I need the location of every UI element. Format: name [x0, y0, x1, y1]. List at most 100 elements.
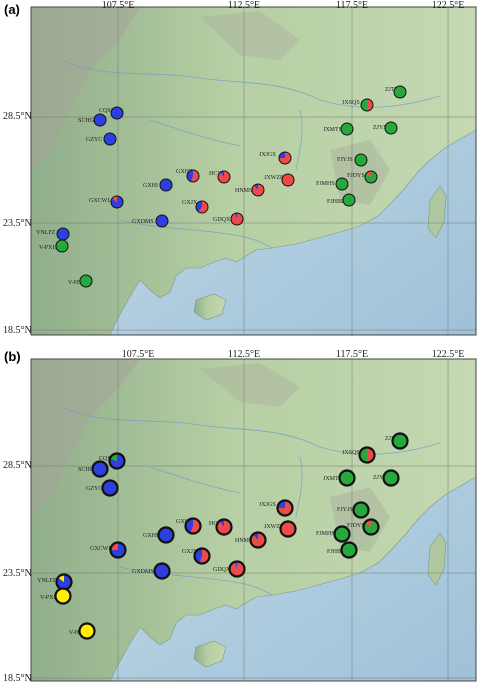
site-marker-jxmts: JXMTS	[323, 122, 354, 136]
pie-slice-green	[55, 239, 69, 253]
site-marker-jxsqs: JXSQS	[342, 98, 374, 112]
site-marker-fjyjs: FJYJS	[337, 153, 368, 167]
site-label: GZYC	[86, 137, 102, 143]
site-marker-gxcwls: GXCWLS	[90, 541, 127, 559]
lon-label-112-5: 112.5°E	[227, 349, 261, 360]
site-marker-schgx: SCHGX	[78, 460, 109, 478]
site-label: SCHGX	[78, 118, 99, 124]
site-label: JXMTS	[323, 127, 342, 133]
lon-label-107-5: 107.5°E	[101, 0, 135, 11]
pie-outline	[358, 446, 376, 464]
site-marker-zjys: ZJYS	[373, 469, 400, 487]
site-marker-jxwzf: JXWZF	[264, 173, 295, 187]
pie-slice-red	[216, 519, 232, 535]
site-label: GXJX	[182, 549, 198, 555]
site-label: ZJYS	[373, 125, 387, 131]
pie-slice-blue	[159, 178, 173, 192]
site-marker-zjys: ZJYS	[373, 121, 398, 135]
site-label: HNMS	[235, 538, 252, 544]
site-marker-jxjgs: JXJGS	[259, 151, 292, 165]
lon-label-117-5: 117.5°E	[335, 349, 369, 360]
site-label: GXJX	[182, 200, 198, 206]
pie-slice-blue	[56, 227, 70, 241]
pie-slice-blue	[234, 561, 237, 569]
pie-slice-blue	[187, 170, 193, 182]
pie-slice-red	[281, 173, 295, 187]
pie-slice-green	[391, 432, 409, 450]
site-marker-fjhbl: FJHBL	[327, 541, 358, 559]
site-marker-cqsxs: CQSXS	[99, 452, 126, 470]
site-marker-fjmhs: FJMHS	[316, 525, 351, 543]
site-label: JXMTS	[323, 476, 342, 482]
site-marker-gxjx: GXJX	[182, 200, 209, 214]
lon-label-112-5: 112.5°E	[227, 0, 261, 11]
pie-slice-red	[229, 561, 245, 577]
site-label: GXHI	[143, 533, 158, 539]
site-marker-fjdys: FJDYS	[347, 518, 380, 536]
site-label: JXJGS	[259, 502, 276, 508]
site-label: GXHP	[176, 519, 193, 525]
site-label: GXDMS	[132, 219, 154, 225]
site-label: FJMHS	[316, 531, 335, 537]
pie-slice-red	[110, 542, 118, 550]
site-label: JXWZF	[264, 175, 284, 181]
site-label: FJDYS	[347, 523, 365, 529]
site-label: CQSXS	[99, 108, 118, 114]
pie-outline	[109, 541, 127, 559]
site-marker-gxhi: GXHI	[143, 178, 173, 192]
pie-slice-blue	[157, 526, 175, 544]
pie-slice-red	[367, 99, 373, 111]
site-marker-gxhp: GXHP	[176, 169, 200, 183]
pie-slice-green	[352, 501, 370, 519]
lon-label-122-5: 122.5°E	[431, 349, 465, 360]
site-marker-zjtd: ZJTD	[385, 85, 407, 99]
pie-slice-red	[198, 201, 208, 213]
lat-label-23-5: 23.5°N	[3, 568, 32, 579]
pie-slice-blue	[110, 106, 124, 120]
site-label: HCY	[209, 521, 222, 527]
pie-slice-blue	[235, 213, 237, 219]
lat-label-18-5: 18.5°N	[3, 673, 32, 684]
pie-outline	[251, 183, 265, 197]
map-panel-a: CQSXS SCHGX GZYC GXCWLS YNLFZ V-PXH V-HS GXHI GX…	[0, 0, 480, 340]
site-label: GXHI	[143, 183, 158, 189]
site-label: V-PXH	[39, 245, 57, 251]
site-label: V-HS	[68, 280, 81, 286]
pie-slice-blue	[253, 184, 258, 190]
pie-slice-green	[109, 453, 117, 461]
site-marker-gdqxd: GDQXD	[213, 212, 244, 226]
site-marker-gxhp: GXHP	[176, 517, 202, 535]
pie-outline	[110, 195, 124, 209]
pie-outline	[186, 169, 200, 183]
site-marker-fjdys: FJDYS	[347, 170, 378, 184]
pie-slice-green	[363, 519, 379, 535]
site-marker-gxcwls: GXCWLS	[89, 195, 124, 209]
site-label: GXDMS	[132, 569, 154, 575]
site-label: YNLFZ	[37, 578, 57, 584]
pie-slice-green	[333, 525, 351, 543]
site-marker-jxmts: JXMTS	[323, 469, 356, 487]
site-label: HCY	[209, 171, 222, 177]
lon-label-122-5: 122.5°E	[431, 0, 465, 11]
site-label: FJDYS	[347, 173, 365, 179]
site-marker-cqsxs: CQSXS	[99, 106, 124, 120]
pie-slice-blue	[103, 132, 117, 146]
pie-slice-blue	[277, 500, 285, 508]
pie-outline	[362, 518, 380, 536]
pie-slice-green	[354, 153, 368, 167]
site-label: GDQXD	[213, 217, 235, 223]
pie-slice-blue	[220, 171, 224, 177]
site-label: SCHGX	[78, 467, 99, 473]
pie-slice-green	[79, 274, 93, 288]
pie-slice-red	[191, 170, 200, 183]
pie-slice-red	[199, 548, 210, 564]
pie-outline	[184, 517, 202, 535]
site-label: GXHP	[176, 169, 193, 175]
pie-slice-green	[338, 469, 356, 487]
site-marker-hnms: HNMS	[235, 183, 265, 197]
site-marker-v-pxh: V-PXH	[40, 587, 72, 605]
site-label: JXJGS	[259, 152, 276, 158]
site-label: FJHBL	[327, 199, 345, 205]
pie-slice-blue	[101, 479, 119, 497]
